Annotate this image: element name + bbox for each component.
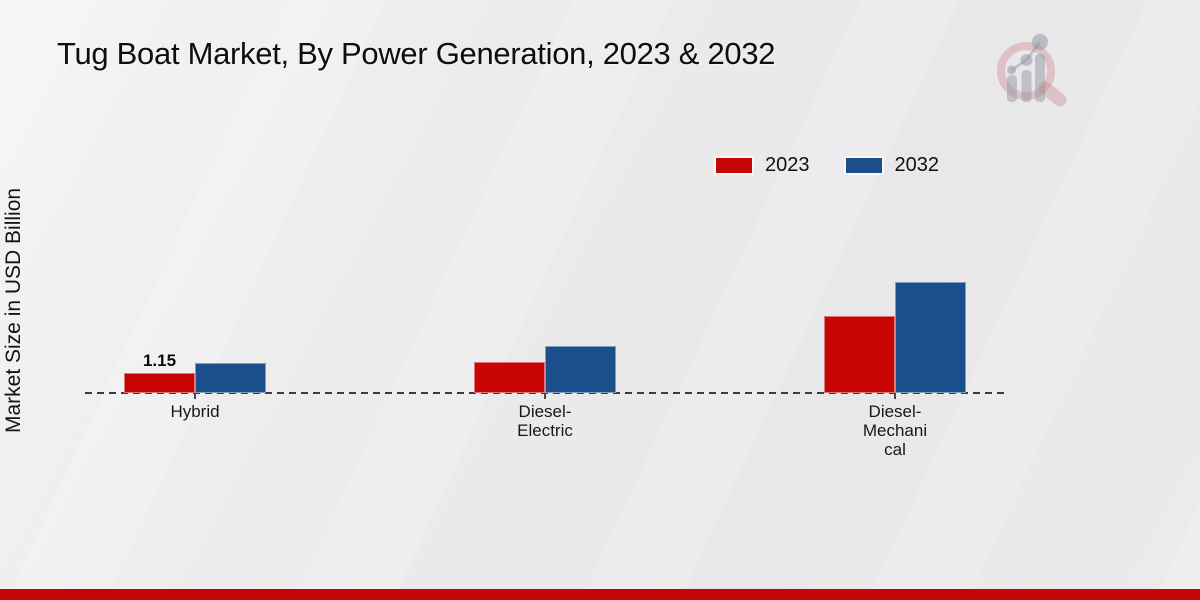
bar-2032-diesel-mechanical (895, 282, 966, 393)
legend-label: 2023 (765, 154, 810, 176)
legend: 2023 2032 (716, 154, 939, 177)
footer-accent-bar (0, 589, 1200, 600)
x-axis-tick (544, 393, 546, 399)
x-axis-category-label-diesel-electric: Diesel- Electric (517, 402, 573, 440)
chart-title: Tug Boat Market, By Power Generation, 20… (57, 36, 776, 71)
x-axis-tick (894, 393, 896, 399)
bar-2023-hybrid (124, 373, 195, 393)
bar-2023-diesel-mechanical (824, 316, 895, 393)
x-axis-category-label-diesel-mechanical: Diesel- Mechani cal (862, 402, 928, 459)
legend-label: 2032 (894, 154, 940, 176)
x-axis-baseline (85, 392, 1007, 394)
legend-swatch (845, 158, 882, 173)
x-axis-category-label-hybrid: Hybrid (170, 402, 220, 421)
bar-2023-diesel-electric (474, 362, 545, 393)
legend-item-2032: 2032 (845, 154, 940, 177)
bar-2032-hybrid (195, 363, 266, 393)
legend-item-2023: 2023 (716, 154, 810, 177)
bar-2032-diesel-electric (545, 346, 616, 393)
legend-swatch (716, 158, 752, 173)
magnifier-bar-chart-logo-icon (997, 34, 1067, 107)
bar-value-label: 1.15 (142, 351, 177, 370)
x-axis-tick (194, 393, 196, 399)
